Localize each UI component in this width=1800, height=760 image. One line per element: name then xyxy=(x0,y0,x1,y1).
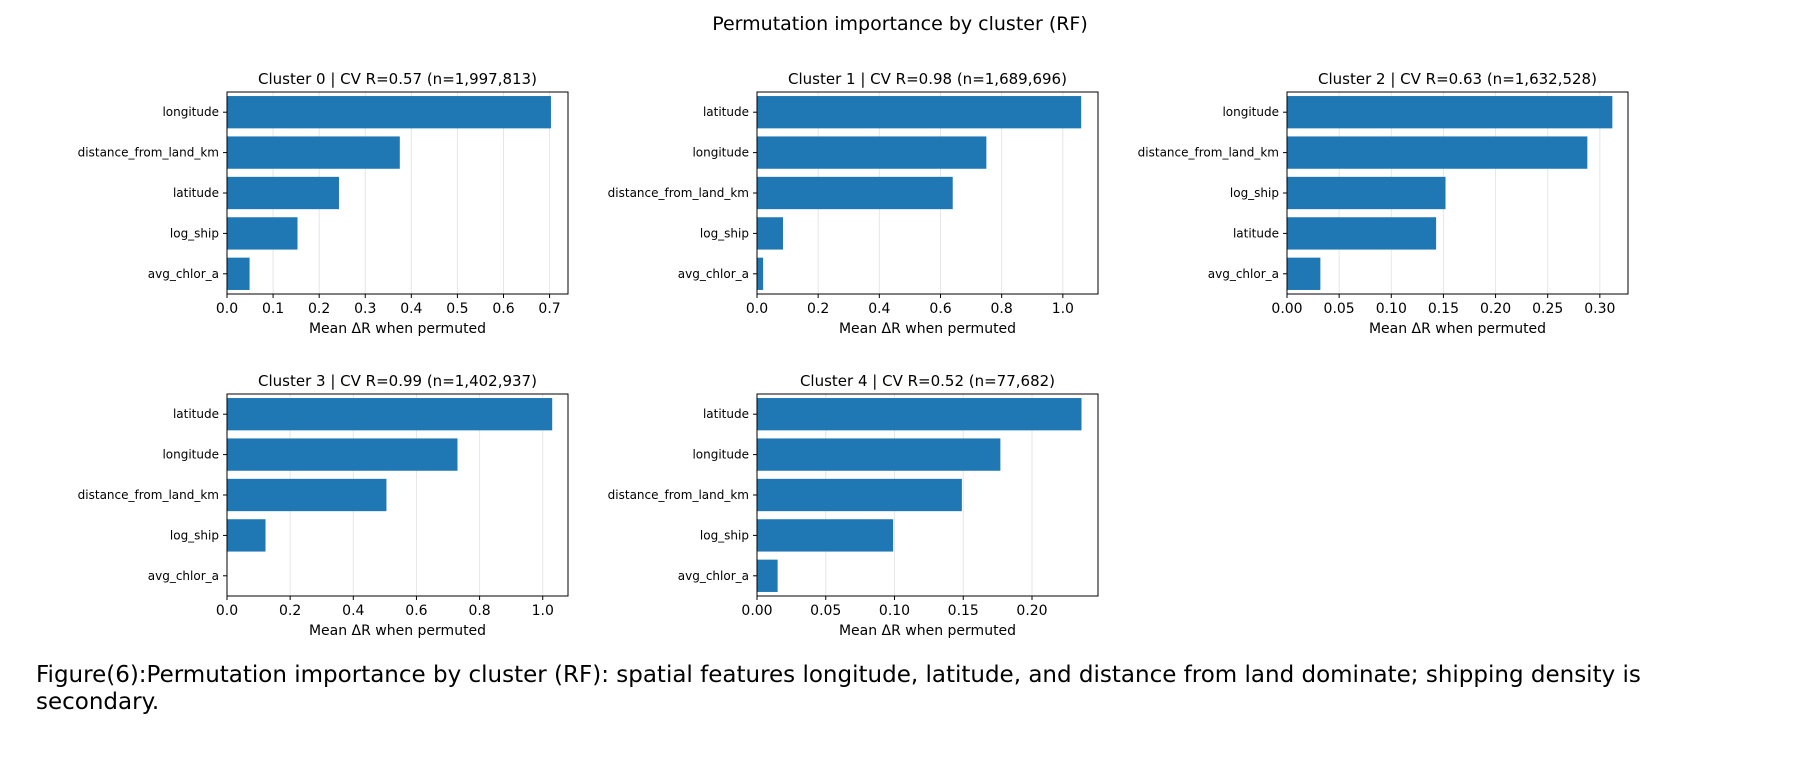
x-tick-label: 0.8 xyxy=(468,603,490,619)
x-tick-label: 0.5 xyxy=(446,301,468,317)
x-tick-label: 0.2 xyxy=(308,301,330,317)
y-tick-label: latitude xyxy=(703,407,749,421)
bar-latitude xyxy=(227,176,339,210)
y-tick-label: log_ship xyxy=(700,528,749,542)
x-tick-label: 0.3 xyxy=(354,301,376,317)
y-tick-label: distance_from_land_km xyxy=(78,146,219,160)
x-tick-label: 0.4 xyxy=(868,301,890,317)
y-tick-label: avg_chlor_a xyxy=(678,267,749,281)
x-tick-label: 0.4 xyxy=(400,301,422,317)
y-tick-label: longitude xyxy=(162,105,219,119)
bar-distance_from_land_km xyxy=(227,478,387,512)
chart-panel-0: longitude distance_from_land_km latitude lo… xyxy=(78,70,569,337)
y-tick-label: latitude xyxy=(1233,226,1279,240)
x-tick-label: 0.0 xyxy=(216,301,238,317)
x-tick-label: 0.10 xyxy=(1376,301,1407,317)
y-tick-label: avg_chlor_a xyxy=(148,569,219,583)
bar-log_ship xyxy=(1287,176,1446,210)
figure-canvas: Permutation importance by cluster (RF) l… xyxy=(78,13,1629,639)
x-tick-label: 0.05 xyxy=(810,603,841,619)
x-axis-label: Mean ΔR when permuted xyxy=(309,321,486,337)
y-tick-label: latitude xyxy=(703,105,749,119)
bar-log_ship xyxy=(757,519,894,552)
x-tick-label: 0.30 xyxy=(1584,301,1615,317)
bar-longitude xyxy=(757,438,1001,471)
y-tick-label: log_ship xyxy=(170,226,219,240)
x-tick-label: 0.05 xyxy=(1324,301,1355,317)
x-tick-label: 0.00 xyxy=(741,603,772,619)
y-tick-label: distance_from_land_km xyxy=(1138,146,1279,160)
bar-longitude xyxy=(227,438,458,471)
bar-longitude xyxy=(1287,96,1613,129)
bar-distance_from_land_km xyxy=(757,478,962,512)
bar-longitude xyxy=(227,96,551,129)
y-tick-label: longitude xyxy=(692,448,749,462)
figure-suptitle: Permutation importance by cluster (RF) xyxy=(712,13,1088,35)
x-tick-label: 0.20 xyxy=(1016,603,1047,619)
chart-title: Cluster 3 | CV R=0.99 (n=1,402,937) xyxy=(258,372,537,390)
y-tick-label: log_ship xyxy=(1230,186,1279,200)
bar-latitude xyxy=(227,398,553,431)
x-tick-label: 0.10 xyxy=(879,603,910,619)
x-tick-label: 0.7 xyxy=(538,301,560,317)
bar-distance_from_land_km xyxy=(757,176,953,210)
x-axis-label: Mean ΔR when permuted xyxy=(1369,321,1546,337)
y-tick-label: log_ship xyxy=(700,226,749,240)
x-tick-label: 0.20 xyxy=(1480,301,1511,317)
x-tick-label: 0.4 xyxy=(342,603,364,619)
chart-title: Cluster 2 | CV R=0.63 (n=1,632,528) xyxy=(1318,70,1597,88)
bar-longitude xyxy=(757,136,987,169)
y-tick-label: latitude xyxy=(173,186,219,200)
x-tick-label: 1.0 xyxy=(532,603,554,619)
x-tick-label: 0.0 xyxy=(216,603,238,619)
figure-caption: Figure(6):Permutation importance by clus… xyxy=(36,662,1641,715)
chart-panel-1: latitude longitude distance_from_land_kmlo… xyxy=(608,70,1099,337)
x-tick-label: 0.8 xyxy=(991,301,1013,317)
chart-title: Cluster 4 | CV R=0.52 (n=77,682) xyxy=(800,372,1055,390)
x-tick-label: 0.1 xyxy=(262,301,284,317)
bar-log_ship xyxy=(227,217,298,250)
bar-latitude xyxy=(757,96,1082,129)
x-tick-label: 0.15 xyxy=(948,603,979,619)
bar-latitude xyxy=(757,398,1082,431)
y-tick-label: avg_chlor_a xyxy=(1208,267,1279,281)
bar-avg_chlor_a xyxy=(1287,257,1321,290)
x-tick-label: 1.0 xyxy=(1052,301,1074,317)
y-tick-label: distance_from_land_km xyxy=(608,186,749,200)
x-tick-label: 0.15 xyxy=(1428,301,1459,317)
x-tick-label: 0.6 xyxy=(929,301,951,317)
x-tick-label: 0.6 xyxy=(405,603,427,619)
chart-panel-3: latitude longitude distance_from_land_kmlo… xyxy=(78,372,569,639)
chart-panel-4: latitude longitude distance_from_land_kmlo… xyxy=(608,372,1099,639)
y-tick-label: longitude xyxy=(1222,105,1279,119)
y-tick-label: avg_chlor_a xyxy=(678,569,749,583)
x-tick-label: 0.2 xyxy=(807,301,829,317)
bar-log_ship xyxy=(757,217,783,250)
bar-distance_from_land_km xyxy=(227,136,400,169)
chart-title: Cluster 1 | CV R=0.98 (n=1,689,696) xyxy=(788,70,1067,88)
bar-distance_from_land_km xyxy=(1287,136,1588,169)
x-axis-label: Mean ΔR when permuted xyxy=(839,623,1016,639)
x-tick-label: 0.2 xyxy=(279,603,301,619)
bar-latitude xyxy=(1287,217,1437,250)
y-tick-label: distance_from_land_km xyxy=(608,488,749,502)
y-tick-label: log_ship xyxy=(170,528,219,542)
y-tick-label: latitude xyxy=(173,407,219,421)
y-tick-label: avg_chlor_a xyxy=(148,267,219,281)
x-tick-label: 0.0 xyxy=(746,301,768,317)
bar-avg_chlor_a xyxy=(757,559,778,592)
bar-avg_chlor_a xyxy=(757,257,764,290)
x-axis-label: Mean ΔR when permuted xyxy=(309,623,486,639)
x-tick-label: 0.6 xyxy=(492,301,514,317)
y-tick-label: longitude xyxy=(692,146,749,160)
y-tick-label: longitude xyxy=(162,448,219,462)
chart-panel-2: longitude distance_from_land_km log_shipla… xyxy=(1138,70,1629,337)
x-tick-label: 0.25 xyxy=(1532,301,1563,317)
bar-avg_chlor_a xyxy=(227,257,250,290)
chart-title: Cluster 0 | CV R=0.57 (n=1,997,813) xyxy=(258,70,537,88)
x-axis-label: Mean ΔR when permuted xyxy=(839,321,1016,337)
x-tick-label: 0.00 xyxy=(1271,301,1302,317)
bar-log_ship xyxy=(227,519,266,552)
y-tick-label: distance_from_land_km xyxy=(78,488,219,502)
